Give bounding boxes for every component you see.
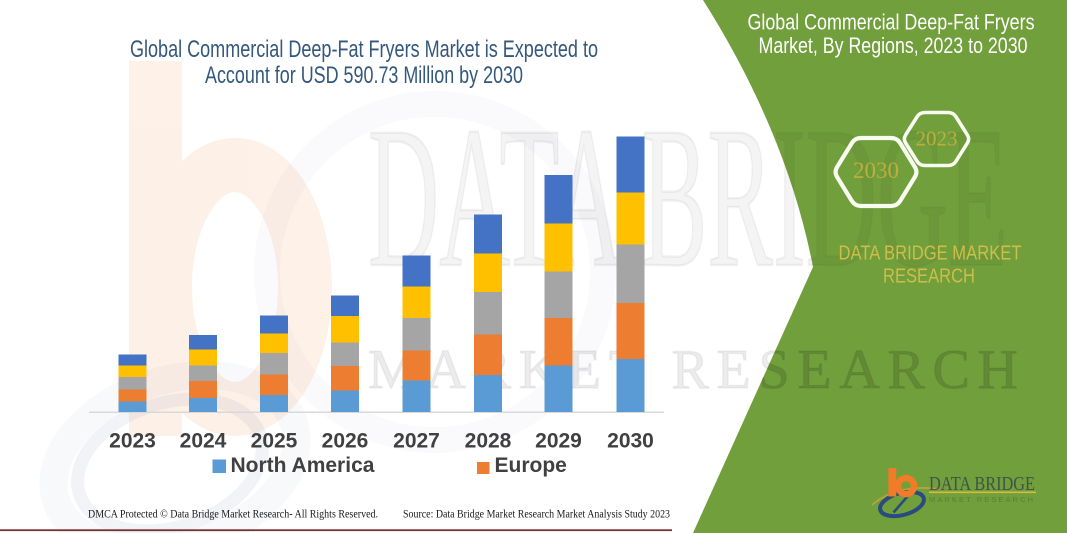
svg-text:DATA BRIDGE MARKET: DATA BRIDGE MARKET	[839, 243, 1022, 265]
svg-text:Global Commercial Deep-Fat Fry: Global Commercial Deep-Fat Fryers Market…	[130, 36, 598, 63]
svg-text:North America: North America	[231, 454, 375, 477]
svg-text:DMCA Protected © Data Bridge M: DMCA Protected © Data Bridge Market Rese…	[88, 507, 378, 521]
svg-text:2023: 2023	[109, 430, 156, 453]
svg-text:2026: 2026	[322, 430, 369, 453]
svg-text:DATA BRIDGE: DATA BRIDGE	[368, 85, 1008, 309]
svg-text:MARKET RESEARCH: MARKET RESEARCH	[368, 339, 1018, 401]
svg-text:2030: 2030	[607, 430, 654, 453]
svg-text:Account for USD 590.73 Million: Account for USD 590.73 Million by 2030	[205, 62, 523, 89]
svg-text:Europe: Europe	[495, 454, 567, 477]
svg-text:Global Commercial Deep-Fat Fry: Global Commercial Deep-Fat Fryers	[748, 10, 1035, 35]
svg-text:Market, By Regions, 2023 to 20: Market, By Regions, 2023 to 2030	[759, 33, 1028, 58]
svg-text:MARKET RESEARCH: MARKET RESEARCH	[929, 495, 1033, 504]
svg-text:2027: 2027	[393, 430, 440, 453]
svg-text:RESEARCH: RESEARCH	[883, 265, 975, 287]
svg-text:DATA BRIDGE: DATA BRIDGE	[929, 473, 1035, 495]
svg-text:2029: 2029	[535, 430, 582, 453]
svg-text:2028: 2028	[465, 430, 512, 453]
svg-text:2025: 2025	[251, 430, 298, 453]
svg-text:2023: 2023	[916, 127, 958, 151]
svg-text:2024: 2024	[180, 430, 227, 453]
svg-text:Source: Data Bridge Market Res: Source: Data Bridge Market Research Mark…	[403, 507, 670, 521]
svg-text:2030: 2030	[853, 158, 899, 183]
